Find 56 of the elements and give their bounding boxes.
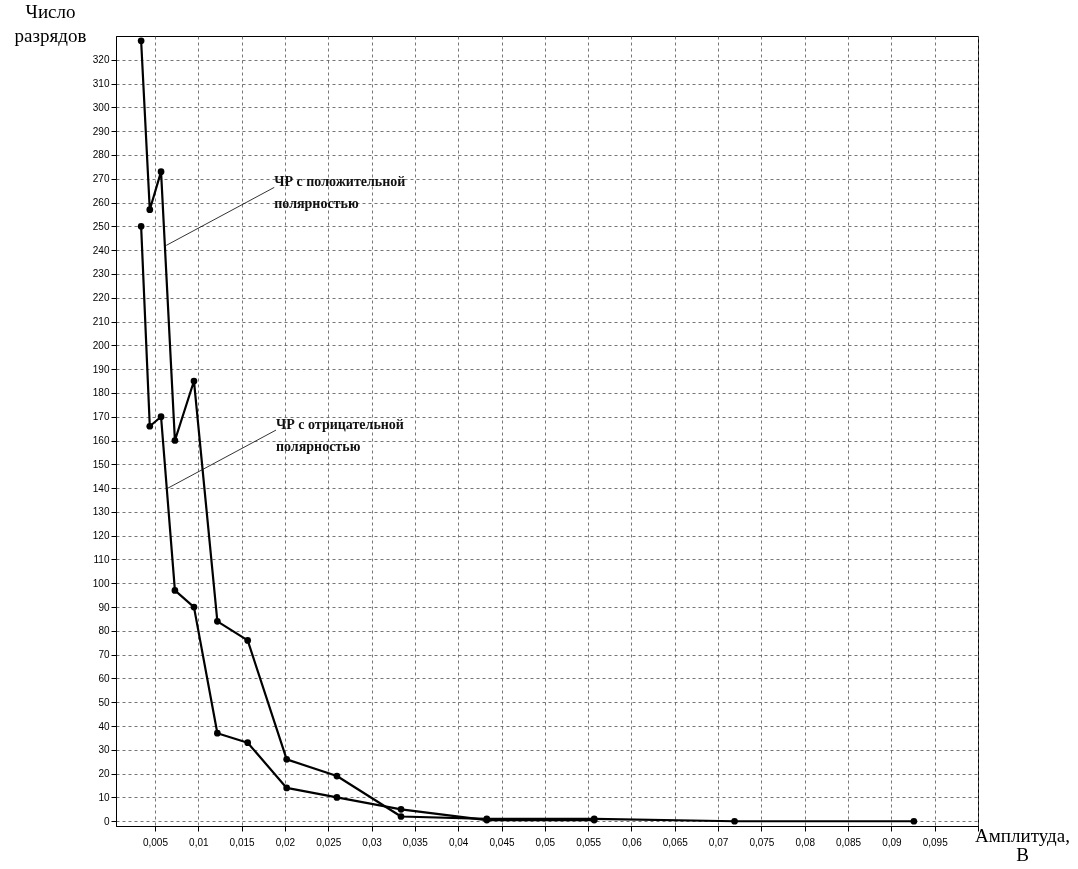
x-tick-label: 0,05: [535, 836, 556, 848]
x-tick-label: 0,055: [576, 836, 602, 848]
x-tick-label: 0,06: [622, 836, 643, 848]
x-tick-label: 0,085: [836, 836, 862, 848]
y-tick-label: 300: [92, 101, 110, 113]
x-tick-label: 0,015: [229, 836, 256, 848]
y-tick-label: 10: [98, 791, 110, 803]
x-axis-title: Амплитуда, В: [975, 824, 1070, 865]
x-tick-label: 0,045: [489, 836, 515, 848]
y-tick-label: 180: [92, 387, 110, 399]
x-tick-label: 0,09: [882, 836, 903, 848]
x-tick-label: 0,04: [448, 836, 469, 848]
x-tick-label: 0,075: [749, 836, 775, 848]
x-tick-label: 0,07: [708, 836, 729, 848]
annotation: ЧР с положительной полярностью: [274, 174, 406, 212]
y-tick-label: 50: [98, 696, 110, 708]
y-tick-label: 90: [98, 601, 110, 613]
y-tick-label: 160: [92, 435, 110, 447]
y-tick-label: 30: [98, 744, 110, 756]
y-tick-label: 290: [92, 125, 110, 137]
y-tick-label: 150: [92, 458, 110, 470]
y-tick-label: 200: [92, 339, 110, 351]
y-tick-label: 230: [92, 268, 110, 280]
y-tick-label: 80: [98, 625, 110, 637]
y-tick-label: 140: [92, 482, 110, 494]
y-tick-label: 120: [92, 530, 110, 542]
y-tick-label: 240: [92, 244, 110, 256]
y-tick-label: 310: [92, 78, 110, 90]
y-tick-label: 110: [93, 553, 110, 565]
x-tick-label: 0,08: [795, 836, 816, 848]
y-tick-label: 170: [92, 411, 110, 423]
x-tick-label: 0,095: [922, 836, 949, 848]
x-tick-label: 0,025: [316, 836, 342, 848]
y-tick-label: 20: [98, 768, 110, 780]
x-tick-label: 0,035: [402, 836, 429, 848]
y-tick-label: 130: [92, 506, 110, 518]
y-tick-label: 270: [92, 173, 110, 185]
y-tick-label: 260: [92, 197, 110, 209]
y-tick-label: 40: [98, 720, 110, 732]
y-tick-label: 280: [92, 149, 110, 161]
y-axis-title: Число разрядов: [14, 0, 87, 46]
x-tick-label: 0,005: [142, 836, 169, 848]
y-tick-label: 190: [92, 363, 110, 375]
y-tick-label: 210: [92, 316, 110, 328]
y-tick-label: 100: [92, 577, 110, 589]
x-tick-label: 0,03: [362, 836, 383, 848]
y-tick-label: 250: [92, 220, 110, 232]
x-tick-label: 0,01: [189, 836, 209, 848]
y-tick-label: 60: [98, 672, 110, 684]
y-tick-label: 0: [103, 815, 110, 827]
y-tick-label: 320: [92, 54, 110, 66]
x-tick-label: 0,02: [275, 836, 296, 848]
y-tick-label: 220: [92, 292, 110, 304]
annotation: ЧР с отрицательной полярностью: [275, 417, 404, 455]
y-tick-label: 70: [98, 649, 110, 661]
x-tick-label: 0,065: [662, 836, 689, 848]
